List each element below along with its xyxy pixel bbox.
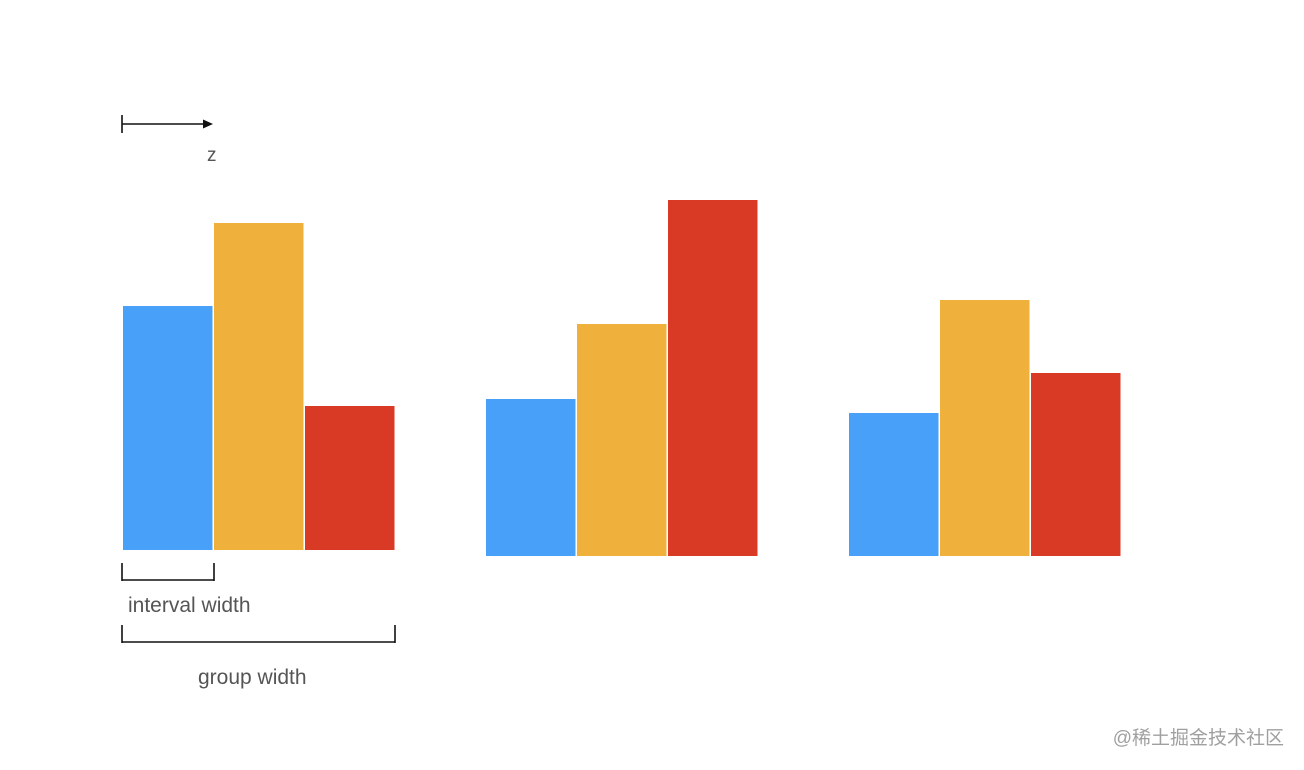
bar-group-2-series-2 (577, 324, 667, 556)
bar-group-3-series-1 (849, 413, 939, 556)
z-direction-arrow (121, 115, 213, 133)
bar-group-2-series-3 (668, 200, 758, 556)
bar-group-1-series-1 (123, 306, 213, 550)
interval-width-label: interval width (128, 594, 251, 617)
z-arrow-head (203, 119, 213, 129)
bars-layer (123, 200, 1121, 556)
group-width-label: group width (198, 666, 307, 689)
bar-group-1-series-2 (214, 223, 304, 550)
watermark: @稀土掘金技术社区 (1112, 728, 1284, 749)
bar-group-1-series-3 (305, 406, 395, 550)
interval-width-bracket (121, 563, 215, 581)
bar-group-3-series-2 (940, 300, 1030, 556)
group-width-bracket (121, 625, 396, 643)
bar-group-3-series-3 (1031, 373, 1121, 556)
bar-group-2-series-1 (486, 399, 576, 556)
z-axis-label: z (207, 145, 217, 166)
